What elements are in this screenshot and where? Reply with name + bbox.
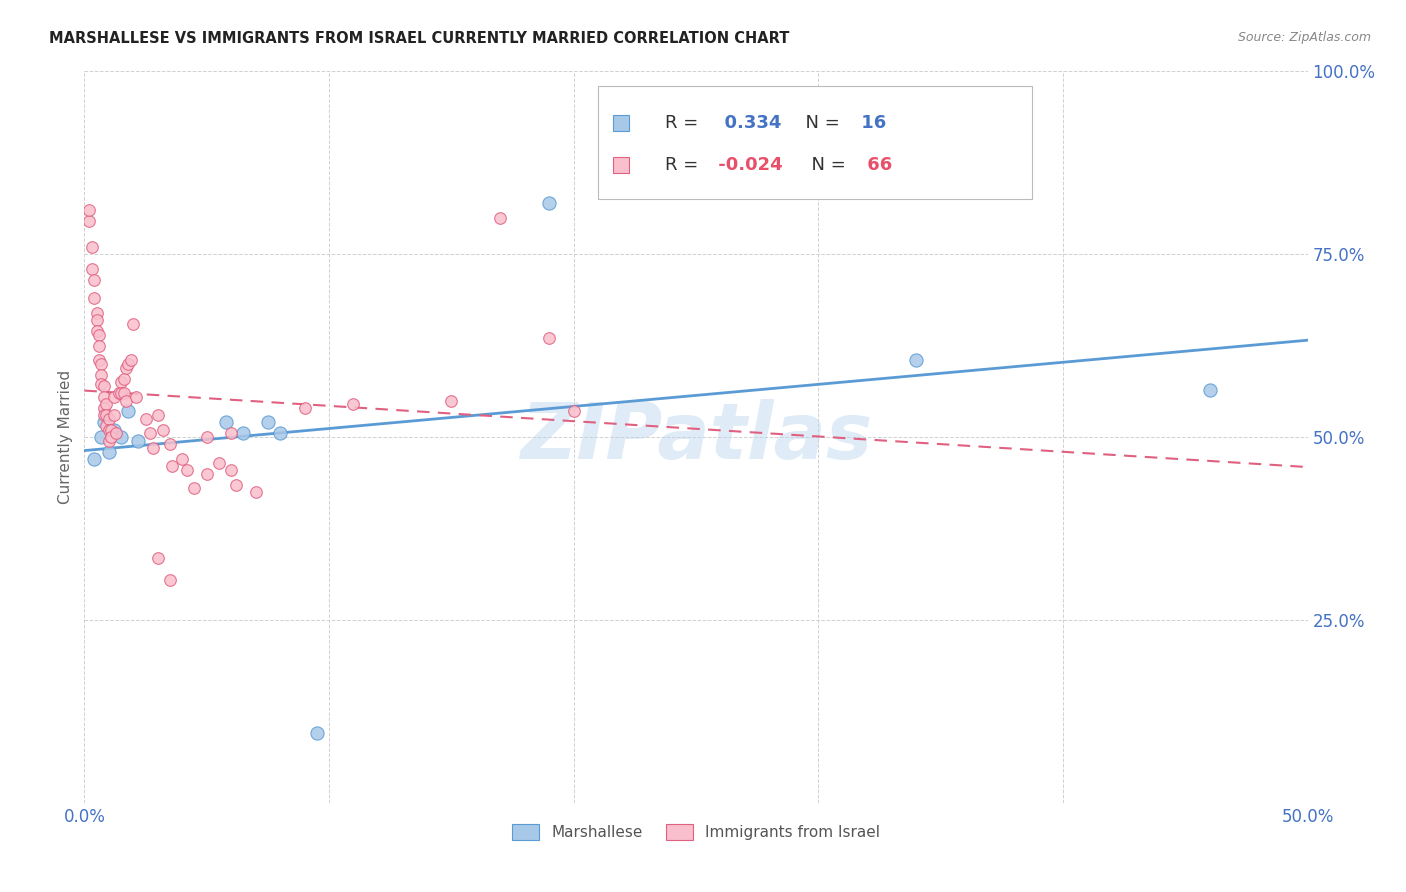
Point (162, 459, 184, 474)
Point (93, 408, 115, 422)
Point (86, 324, 108, 338)
Point (219, 426, 242, 441)
Point (146, 408, 169, 422)
FancyBboxPatch shape (598, 86, 1032, 200)
Point (107, 386, 129, 401)
Text: MARSHALLESE VS IMMIGRANTS FROM ISRAEL CURRENTLY MARRIED CORRELATION CHART: MARSHALLESE VS IMMIGRANTS FROM ISRAEL CU… (49, 31, 790, 46)
Point (100, 423, 122, 437)
Point (269, 426, 291, 441)
Point (80, 240, 103, 254)
Point (232, 426, 254, 441)
Text: 66: 66 (860, 156, 893, 174)
Point (294, 401, 316, 415)
Point (90, 357, 112, 371)
Point (142, 441, 165, 455)
Point (127, 434, 149, 448)
Point (489, 211, 512, 225)
Point (103, 408, 125, 422)
Text: ZIPatlas: ZIPatlas (520, 399, 872, 475)
Point (86, 313, 108, 327)
Point (122, 317, 145, 331)
Point (125, 390, 148, 404)
Text: N =: N = (794, 113, 839, 131)
Y-axis label: Currently Married: Currently Married (58, 370, 73, 504)
Point (538, 331, 561, 345)
Text: 0.334: 0.334 (711, 113, 782, 131)
Point (110, 376, 132, 390)
Point (1198, 383, 1220, 397)
Point (152, 423, 174, 437)
Point (96, 397, 118, 411)
Legend: Marshallese, Immigrants from Israel: Marshallese, Immigrants from Israel (506, 818, 886, 847)
Point (97, 423, 120, 437)
Point (87, 338, 110, 352)
Text: R =: R = (665, 113, 699, 131)
Point (183, 481, 205, 495)
Point (93, 416, 115, 430)
Point (87, 327, 110, 342)
Point (96, 408, 118, 422)
Point (110, 386, 132, 401)
Point (112, 386, 135, 401)
Text: Source: ZipAtlas.com: Source: ZipAtlas.com (1237, 31, 1371, 45)
Point (176, 463, 198, 477)
Point (219, 463, 242, 477)
Point (117, 404, 139, 418)
Point (97, 444, 120, 458)
Point (77, 214, 100, 228)
Point (117, 357, 139, 371)
Point (305, 726, 328, 740)
Point (135, 412, 157, 426)
Point (87, 353, 110, 368)
Point (103, 423, 125, 437)
Point (105, 426, 128, 441)
Point (112, 371, 135, 385)
Point (90, 377, 112, 392)
Point (562, 404, 585, 418)
Point (195, 467, 218, 481)
Point (103, 390, 125, 404)
Point (257, 416, 280, 430)
Point (538, 196, 561, 211)
Point (159, 573, 181, 587)
Point (83, 452, 105, 467)
Point (93, 379, 115, 393)
Point (120, 353, 142, 368)
Point (159, 437, 181, 451)
Point (77, 203, 100, 218)
Point (172, 452, 194, 467)
Point (86, 306, 108, 320)
Point (97, 412, 120, 426)
Point (195, 430, 218, 444)
Text: -0.024: -0.024 (711, 156, 783, 174)
Bar (613, 157, 628, 173)
Point (225, 477, 247, 491)
Point (93, 390, 115, 404)
Point (97, 434, 120, 448)
Point (115, 393, 138, 408)
Bar (613, 114, 628, 130)
Point (115, 360, 138, 375)
Point (208, 456, 231, 470)
Point (440, 393, 463, 408)
Point (100, 430, 122, 444)
Text: 16: 16 (855, 113, 886, 131)
Point (245, 485, 267, 500)
Point (146, 550, 169, 565)
Point (342, 397, 364, 411)
Point (139, 426, 162, 441)
Point (90, 368, 112, 382)
Text: R =: R = (665, 156, 699, 174)
Point (90, 430, 112, 444)
Text: N =: N = (800, 156, 845, 174)
Point (905, 353, 928, 368)
Point (83, 273, 105, 287)
Point (110, 430, 132, 444)
Point (215, 416, 238, 430)
Point (83, 291, 105, 305)
Point (96, 419, 118, 434)
Point (80, 261, 103, 276)
Point (93, 401, 115, 415)
